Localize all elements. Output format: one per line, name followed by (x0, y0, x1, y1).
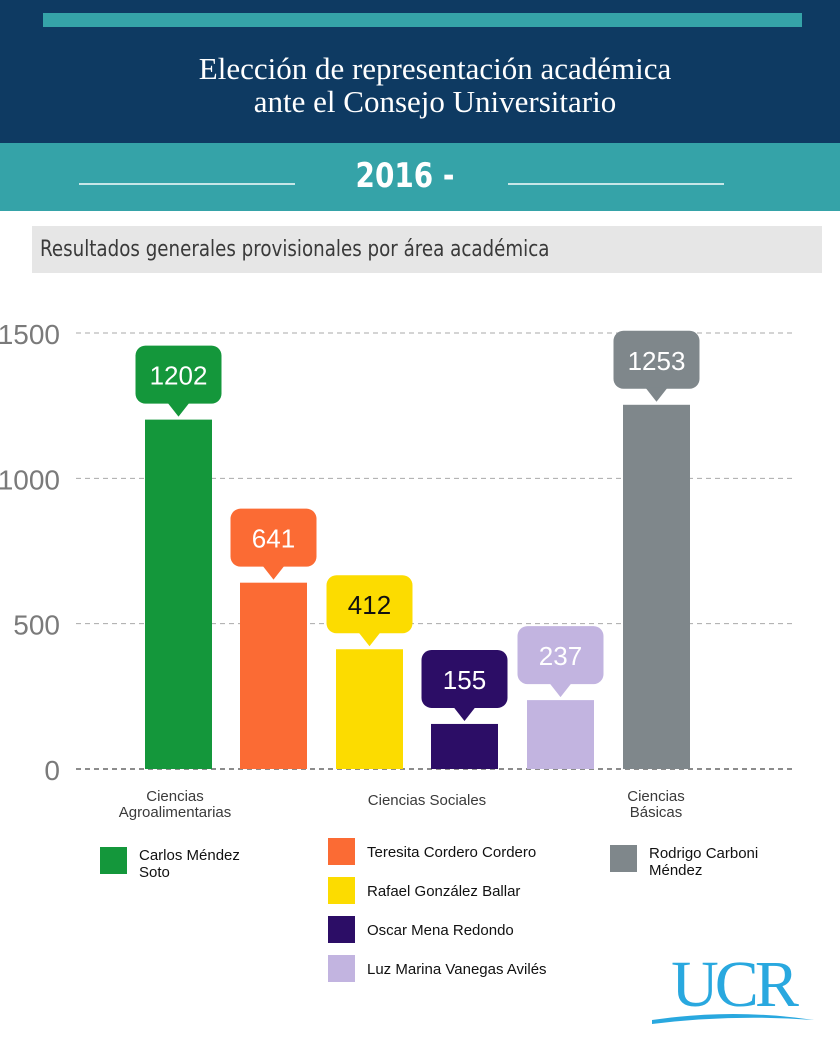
y-tick-label: 1000 (0, 464, 60, 495)
legend-label: Carlos Méndez Soto (139, 847, 240, 881)
chart-subtitle: Resultados generales provisionales por á… (40, 237, 550, 262)
legend-swatch (328, 838, 355, 865)
legend-swatch (328, 916, 355, 943)
y-tick-label: 500 (13, 610, 60, 641)
data-label: 1253 (628, 346, 686, 376)
data-label-bubble (326, 575, 413, 634)
data-label-pointer (262, 565, 285, 580)
data-label-bubble (230, 508, 317, 567)
page-title: Elección de representación académica ant… (0, 52, 840, 118)
bar (145, 419, 212, 769)
bar (431, 723, 498, 769)
ucr-logo: UCR (648, 950, 818, 1030)
header-stripe (43, 13, 802, 27)
logo-text: UCR (671, 948, 799, 1021)
data-label-bubble (613, 330, 700, 389)
bar (336, 649, 403, 769)
legend-label: Oscar Mena Redondo (367, 922, 514, 939)
years-band (0, 143, 840, 211)
x-tick-label: Ciencias Agroalimentarias (119, 788, 232, 821)
title-line-2: ante el Consejo Universitario (253, 84, 617, 119)
legend-label: Luz Marina Vanegas Avilés (367, 961, 547, 978)
legend-swatch (610, 845, 637, 872)
subtitle-box (32, 226, 822, 273)
data-label-bubble (517, 626, 604, 685)
bar (240, 582, 307, 769)
bar (527, 700, 594, 769)
bar (623, 404, 690, 769)
data-label-pointer (167, 402, 190, 417)
legend-swatch (328, 955, 355, 982)
years-line-right (508, 183, 724, 185)
data-label-pointer (453, 706, 476, 721)
y-tick-label: 0 (44, 755, 60, 786)
legend-label: Rafael González Ballar (367, 883, 521, 900)
data-label: 155 (443, 665, 486, 695)
legend-label: Rodrigo Carboni Méndez (649, 845, 759, 879)
data-label-pointer (645, 387, 668, 402)
years-line-left (79, 183, 295, 185)
legend-item: Carlos Méndez Soto (100, 847, 240, 881)
data-label: 641 (252, 524, 295, 554)
data-label: 412 (348, 590, 391, 620)
legend-item: Rafael González Ballar (328, 877, 520, 904)
data-label: 237 (539, 641, 582, 671)
data-label-pointer (358, 632, 381, 647)
logo-swoosh (652, 1014, 814, 1024)
legend-item: Rodrigo Carboni Méndez (610, 845, 758, 879)
title-line-1: Elección de representación académica (198, 51, 672, 86)
x-tick-label: Ciencias Sociales (368, 792, 486, 809)
data-label-bubble (421, 649, 508, 708)
legend-item: Luz Marina Vanegas Avilés (328, 955, 547, 982)
data-label: 1202 (150, 361, 208, 391)
x-tick-label: Ciencias Básicas (627, 788, 685, 821)
legend-item: Teresita Cordero Cordero (328, 838, 536, 865)
y-tick-label: 1500 (0, 319, 60, 350)
bar-chart: 0 500 1000 1500 1202 641 412 155 237 1253 Ciencias… (0, 319, 792, 821)
data-label-bubble (135, 345, 222, 404)
legend-item: Oscar Mena Redondo (328, 916, 514, 943)
legend-swatch (100, 847, 127, 874)
data-label-pointer (549, 683, 572, 698)
legend-label: Teresita Cordero Cordero (367, 844, 537, 861)
legend-swatch (328, 877, 355, 904)
